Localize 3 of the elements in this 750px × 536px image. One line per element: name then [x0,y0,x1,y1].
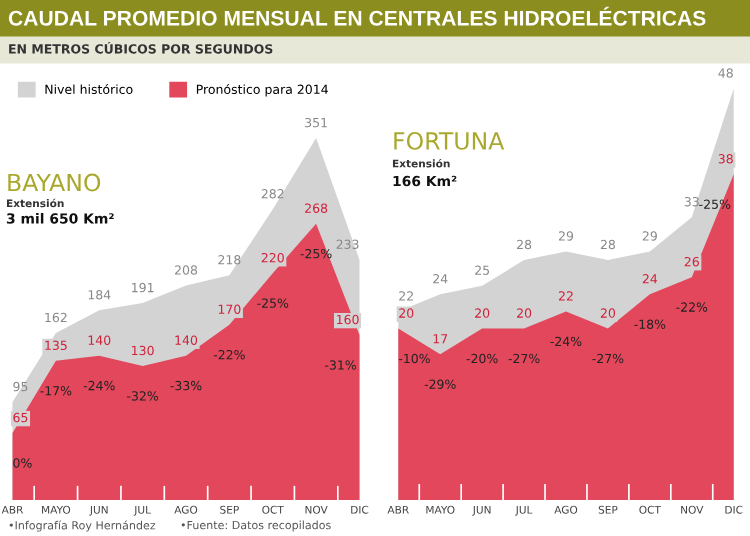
text: CAUDAL PROMEDIO MENSUAL EN CENTRALES HIDROELÉCTRICAS [8,6,706,26]
text: FORTUNA [394,131,505,150]
text: BAYANO [8,173,101,192]
